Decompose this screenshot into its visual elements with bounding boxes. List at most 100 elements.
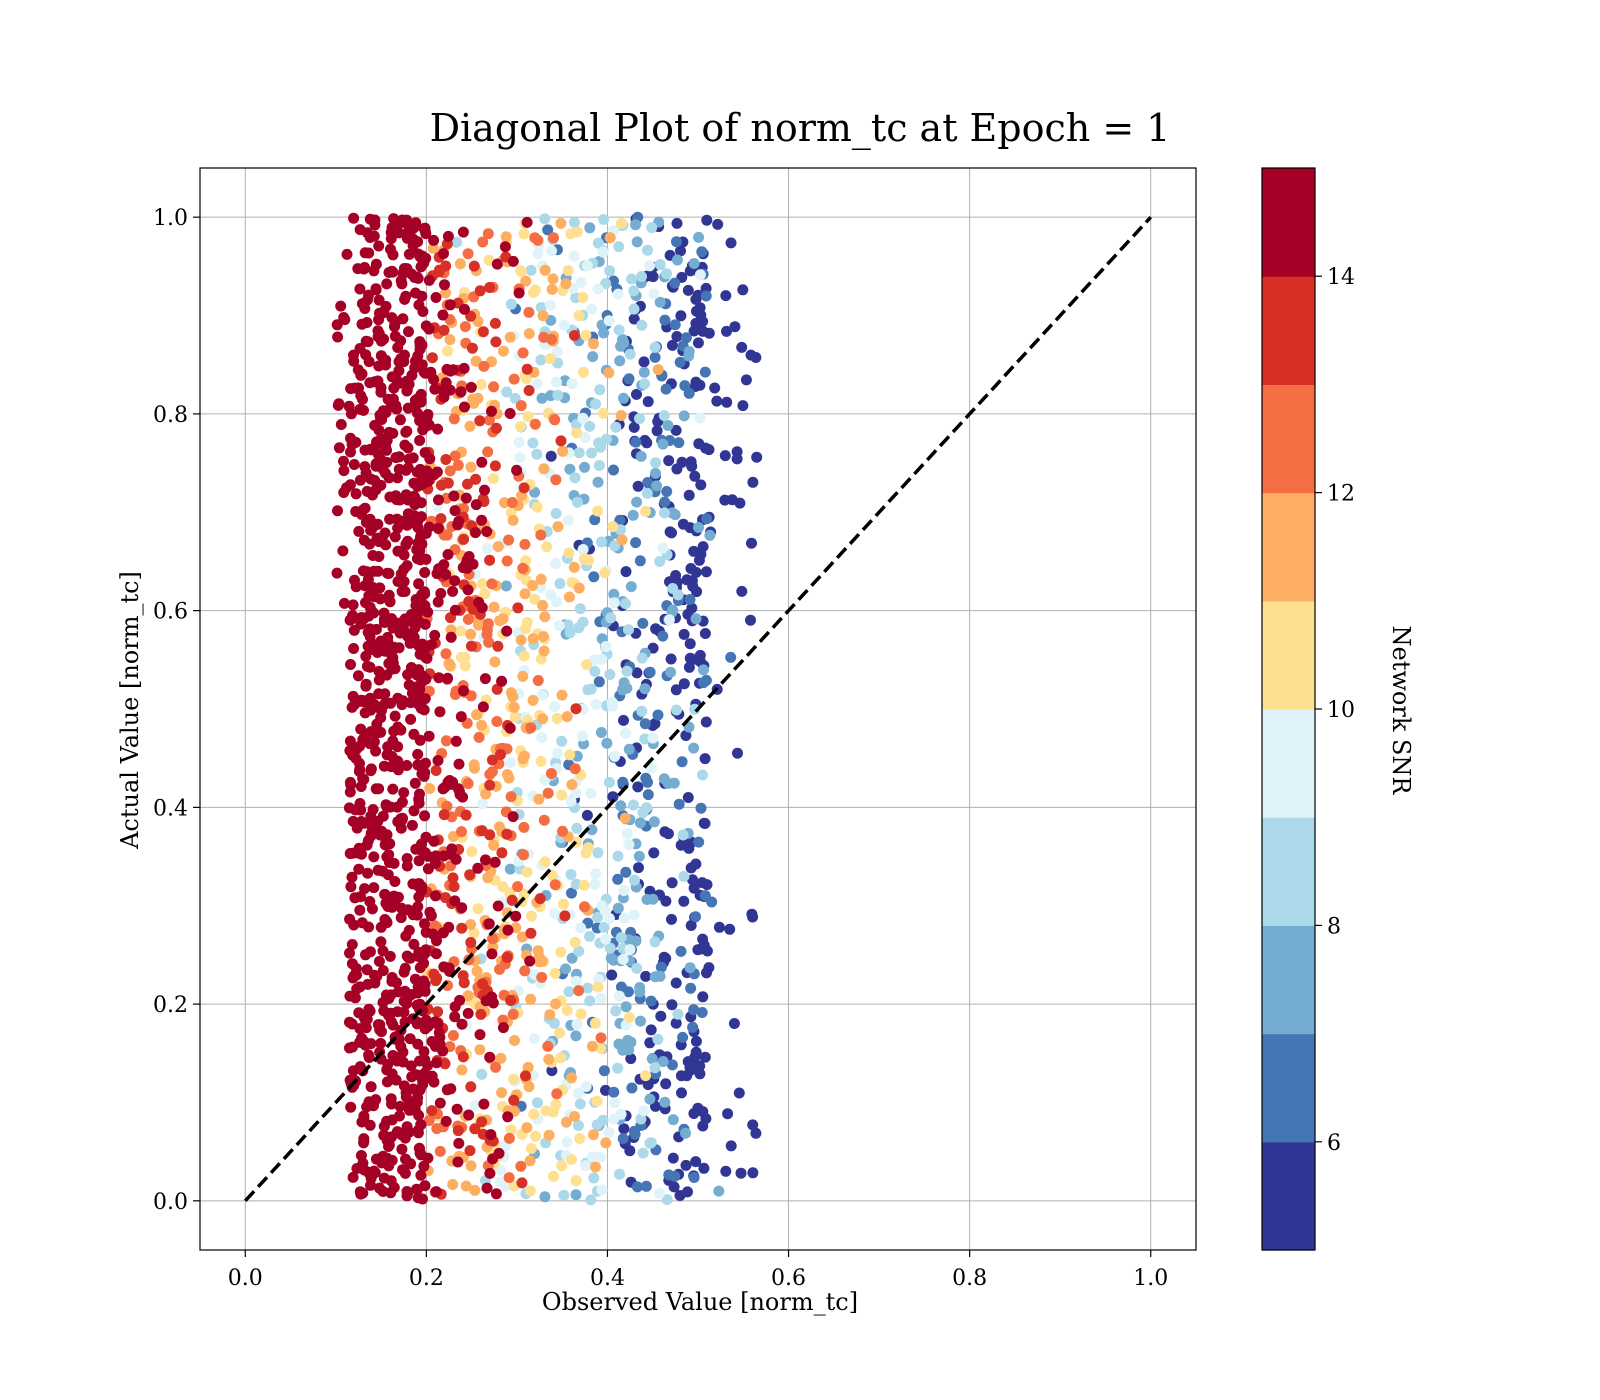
scatter-point [588,338,599,350]
scatter-point [503,1132,515,1144]
scatter-point [372,565,384,577]
scatter-point [411,999,423,1011]
scatter-point [401,860,413,872]
scatter-point [699,366,711,378]
scatter-point [382,741,394,753]
scatter-point [504,863,516,875]
scatter-point [472,903,484,915]
scatter-point [737,400,749,412]
scatter-point [630,537,642,549]
scatter-point [581,809,593,821]
scatter-point [432,596,444,608]
scatter-point [728,1018,740,1029]
colorbar-tick-label: 14 [1327,265,1355,290]
scatter-point [463,596,475,607]
scatter-point [401,384,413,396]
scatter-point [331,567,343,579]
scatter-point [504,331,516,343]
scatter-point [616,217,627,229]
scatter-point [433,672,445,684]
scatter-point [590,868,602,880]
scatter-point [699,628,711,639]
scatter-point [373,665,385,677]
scatter-point [550,1099,562,1111]
scatter-point [571,226,583,238]
scatter-point [670,1017,682,1029]
scatter-point [400,1087,412,1099]
scatter-point [358,534,370,546]
scatter-point [502,924,514,936]
scatter-point [469,1123,481,1135]
scatter-point [678,678,690,690]
scatter-point [599,567,611,579]
scatter-point [471,709,483,721]
scatter-point [440,377,452,389]
scatter-point [597,407,609,419]
scatter-point [520,275,532,287]
scatter-point [492,640,504,652]
scatter-point [573,622,585,634]
scatter-point [493,821,505,833]
scatter-point [688,882,700,894]
scatter-point [634,555,646,567]
scatter-point [460,1180,472,1192]
scatter-point [584,222,596,234]
scatter-point [522,411,534,423]
scatter-point [633,862,644,874]
scatter-point [494,615,506,627]
scatter-point [444,465,456,477]
scatter-point [612,1062,624,1074]
scatter-point [649,1062,661,1074]
scatter-point [562,514,574,526]
scatter-point [712,218,724,230]
scatter-point [433,494,444,506]
scatter-point [629,874,640,886]
scatter-point [459,660,471,672]
scatter-point [345,779,357,791]
scatter-point [631,236,643,248]
scatter-point [343,400,355,412]
scatter-point [363,1052,375,1063]
scatter-point [428,835,440,847]
scatter-point [617,1133,629,1145]
scatter-point [678,410,690,422]
scatter-point [399,586,411,597]
scatter-point [522,1061,534,1073]
scatter-point [444,299,456,311]
scatter-point [476,1068,488,1080]
scatter-point [621,665,633,677]
scatter-point [364,946,376,958]
scatter-point [612,873,624,885]
scatter-point [412,698,424,710]
scatter-point [458,533,470,545]
scatter-point [631,496,643,508]
scatter-point [645,995,657,1007]
scatter-point [501,386,513,398]
scatter-point [414,684,426,696]
scatter-point [425,368,437,380]
scatter-point [521,363,533,375]
scatter-point [592,981,604,993]
scatter-point [533,793,545,805]
scatter-point [448,881,460,893]
scatter-point [657,1056,669,1067]
scatter-point [555,946,567,958]
scatter-point [505,298,517,310]
scatter-point [468,927,480,939]
scatter-point [456,902,468,914]
scatter-point [362,294,373,306]
scatter-point [552,521,564,533]
scatter-point [648,288,660,300]
scatter-point [412,1125,424,1137]
scatter-point [606,696,618,708]
scatter-point [622,1034,634,1046]
scatter-point [670,424,682,436]
scatter-point [413,855,425,867]
scatter-point [383,472,395,484]
scatter-point [572,1120,584,1131]
scatter-point [596,536,607,548]
scatter-point [549,908,561,920]
scatter-point [493,1147,505,1159]
scatter-point [624,348,636,360]
scatter-point [412,981,424,993]
